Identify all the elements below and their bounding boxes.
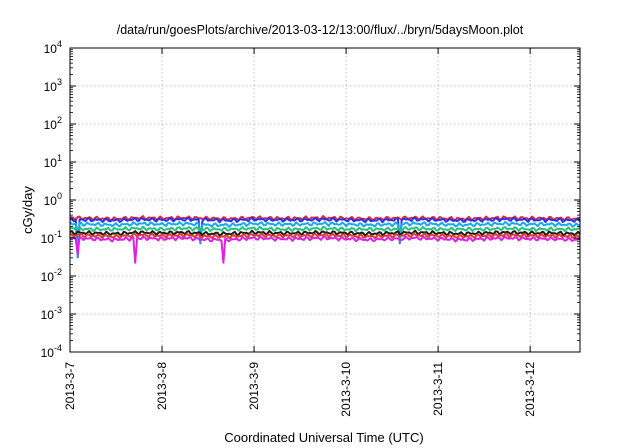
y-tick-label: 10-2 <box>41 267 62 284</box>
series-lines <box>69 215 581 264</box>
series-line <box>69 216 581 259</box>
x-tick-label: 2013-3-8 <box>155 362 169 410</box>
series-line <box>69 229 581 237</box>
series-line <box>69 225 581 233</box>
y-tick-label: 101 <box>44 153 62 170</box>
x-axis: 2013-3-7 2013-3-8 2013-3-9 2013-3-10 2013-3-… <box>63 48 537 417</box>
x-tick-label: 2013-3-9 <box>247 362 261 410</box>
grid <box>70 48 580 352</box>
x-tick-label: 2013-3-7 <box>63 362 77 410</box>
x-tick-label: 2013-3-10 <box>339 362 353 417</box>
y-axis: 10-4 10-3 10-2 10-1 100 101 102 103 104 <box>41 39 580 360</box>
y-tick-label: 102 <box>44 115 62 132</box>
y-tick-label: 10-3 <box>41 305 62 322</box>
x-axis-label: Coordinated Universal Time (UTC) <box>224 430 423 445</box>
y-tick-label: 10-4 <box>41 343 62 360</box>
series-line <box>69 235 581 264</box>
y-axis-label: cGy/day <box>20 186 35 234</box>
y-tick-label: 103 <box>44 77 62 94</box>
y-tick-label: 10-1 <box>41 229 62 246</box>
x-tick-label: 2013-3-11 <box>431 362 445 416</box>
series-line <box>69 232 581 240</box>
y-tick-label: 100 <box>44 191 62 208</box>
chart-title: /data/run/goesPlots/archive/2013-03-12/1… <box>117 23 524 37</box>
y-tick-label: 104 <box>44 39 62 56</box>
series-line <box>69 220 581 258</box>
x-tick-label: 2013-3-12 <box>523 362 537 417</box>
